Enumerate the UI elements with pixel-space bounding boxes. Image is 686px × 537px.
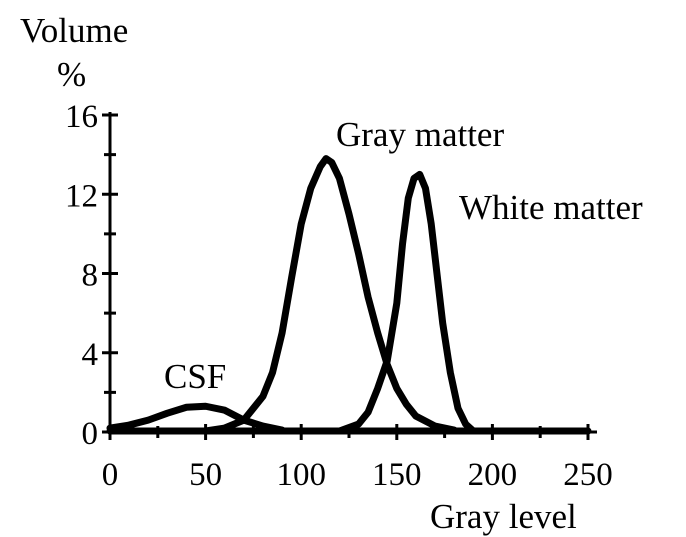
y-axis-label-line2: %: [57, 55, 86, 94]
series-label-white-matter: White matter: [459, 188, 643, 227]
y-tick-label: 4: [82, 337, 99, 373]
y-tick-label: 12: [65, 178, 98, 214]
series-label-gray-matter: Gray matter: [336, 115, 504, 154]
x-tick-label: 100: [276, 457, 326, 493]
curves: [106, 155, 592, 435]
white-matter-curve: [335, 170, 477, 435]
x-tick-label: 150: [372, 457, 422, 493]
x-tick-label: 250: [563, 457, 613, 493]
x-tick-label: 50: [189, 457, 222, 493]
x-axis-label: Gray level: [430, 497, 577, 536]
y-ticks: 0 4 8 12 16: [65, 99, 118, 452]
y-tick-label: 0: [82, 416, 99, 452]
gray-matter-curve: [202, 155, 458, 435]
y-tick-label: 8: [82, 258, 99, 294]
x-tick-label: 0: [102, 457, 119, 493]
csf-curve: [106, 402, 286, 434]
x-ticks: 0 50 100 150 200 250: [102, 424, 613, 493]
x-tick-label: 200: [468, 457, 518, 493]
y-tick-label: 16: [65, 99, 98, 135]
y-axis-label-line1: Volume: [20, 11, 128, 50]
series-label-csf: CSF: [164, 357, 226, 396]
